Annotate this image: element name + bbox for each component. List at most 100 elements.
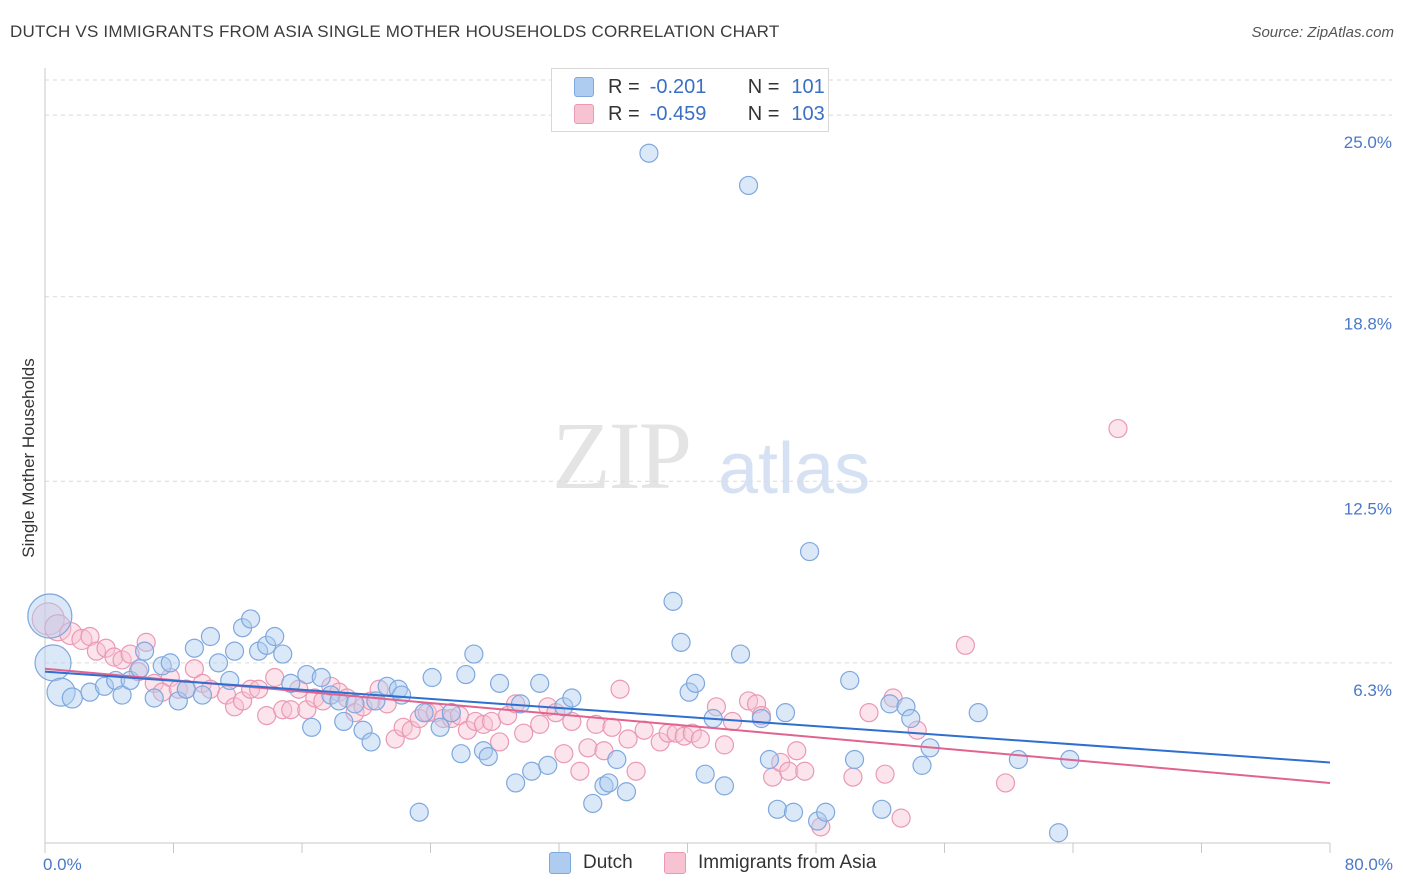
dutch-point <box>220 670 240 691</box>
dutch-point <box>799 541 820 562</box>
dutch-point <box>144 688 164 708</box>
dutch-point <box>522 761 542 781</box>
asia-point <box>891 808 911 828</box>
dutch-point <box>297 664 317 685</box>
dutch-point <box>714 776 735 796</box>
dutch-point <box>366 691 386 711</box>
asia-point <box>907 720 927 740</box>
dutch-point <box>134 641 155 661</box>
y-axis-label: Single Mother Households <box>19 358 38 557</box>
dutch-swatch <box>574 77 594 97</box>
asia-point <box>634 720 654 740</box>
asia-point <box>554 744 574 764</box>
dutch-point <box>538 755 558 775</box>
dutch-point <box>414 703 434 723</box>
asia-legend-label: Immigrants from Asia <box>698 852 877 873</box>
asia-point <box>44 614 72 642</box>
dutch-point <box>730 644 751 664</box>
asia-point <box>955 635 975 655</box>
dutch-point <box>775 703 796 723</box>
dutch-point <box>430 717 450 737</box>
dutch-point <box>685 673 706 693</box>
dutch-point <box>265 626 285 647</box>
dutch-point <box>872 799 892 819</box>
axis-labels: 6.3% 12.5% 18.8% 25.0% 0.0% 80.0% Single Mothe… <box>19 133 1393 874</box>
n-label: N = <box>747 75 780 98</box>
asia-point <box>995 773 1016 793</box>
trend-lines <box>44 667 1331 784</box>
n-value: 101 <box>791 75 825 98</box>
dutch-point <box>130 659 150 679</box>
dutch-point <box>451 744 471 764</box>
dutch-point <box>361 732 381 752</box>
y-tick-label: 18.8% <box>1344 315 1392 334</box>
watermark-zip: ZIP <box>552 402 692 509</box>
dutch-point <box>334 711 354 732</box>
x-tick-label: 0.0% <box>43 855 82 874</box>
dutch-point <box>767 799 788 819</box>
asia-point <box>241 679 261 699</box>
asia-point <box>626 761 646 781</box>
dutch-point <box>506 773 526 793</box>
asia-point <box>514 723 534 743</box>
r-label: R = <box>608 102 640 125</box>
dutch-point <box>345 694 365 714</box>
dutch-point <box>273 644 293 664</box>
dutch-point <box>489 673 510 693</box>
dutch-point <box>616 782 637 802</box>
dutch-point <box>302 717 322 737</box>
dutch-point <box>583 793 603 814</box>
legend-item-dutch[interactable]: Dutch <box>549 852 633 874</box>
watermark-atlas: atlas <box>718 429 871 509</box>
asia-points <box>31 418 1128 837</box>
dutch-point <box>880 694 900 714</box>
dutch-point <box>200 626 221 647</box>
r-label: R = <box>608 75 640 98</box>
dutch-point <box>441 703 461 723</box>
dutch-point <box>901 708 921 729</box>
dutch-point <box>896 697 916 717</box>
legend-row-asia: R = -0.459 N = 103 <box>574 102 825 126</box>
dutch-point <box>80 682 100 702</box>
dutch-point <box>639 143 659 163</box>
asia-point <box>570 761 590 781</box>
dutch-point <box>184 638 204 658</box>
dutch-point <box>208 653 229 673</box>
dutch-point <box>738 175 759 196</box>
asia-point <box>281 700 301 720</box>
asia-point <box>610 679 630 699</box>
asia-point <box>706 697 727 717</box>
asia-point <box>578 738 598 758</box>
asia-point <box>690 729 710 749</box>
dutch-point <box>607 749 627 770</box>
asia-point <box>787 741 807 761</box>
asia-point <box>530 714 550 734</box>
asia-point <box>795 761 815 781</box>
asia-point <box>602 717 622 737</box>
dutch-point <box>751 708 771 729</box>
dutch-point <box>241 609 261 629</box>
dutch-point <box>844 749 865 770</box>
asia-point <box>843 767 863 787</box>
dutch-point <box>409 802 429 822</box>
dutch-point <box>94 676 115 696</box>
asia-point <box>489 732 510 752</box>
asia-point <box>481 711 502 732</box>
dutch-point <box>422 667 442 688</box>
dutch-point <box>112 685 132 705</box>
dutch-point <box>192 685 213 705</box>
legend-item-asia[interactable]: Immigrants from Asia <box>664 852 876 874</box>
dutch-point <box>464 644 484 664</box>
dutch-point <box>478 746 498 767</box>
asia-point <box>1108 418 1128 439</box>
asia-point <box>265 667 285 688</box>
dutch-point <box>1048 823 1069 843</box>
dutch-point <box>61 687 83 709</box>
chart-title: DUTCH VS IMMIGRANTS FROM ASIA SINGLE MOT… <box>10 22 780 41</box>
series-legend: Dutch Immigrants from Asia <box>0 852 1406 878</box>
dutch-point <box>46 677 76 707</box>
asia-point <box>746 694 767 714</box>
y-tick-label: 25.0% <box>1344 133 1392 152</box>
asia-point <box>618 729 638 749</box>
asia-point <box>184 659 204 679</box>
